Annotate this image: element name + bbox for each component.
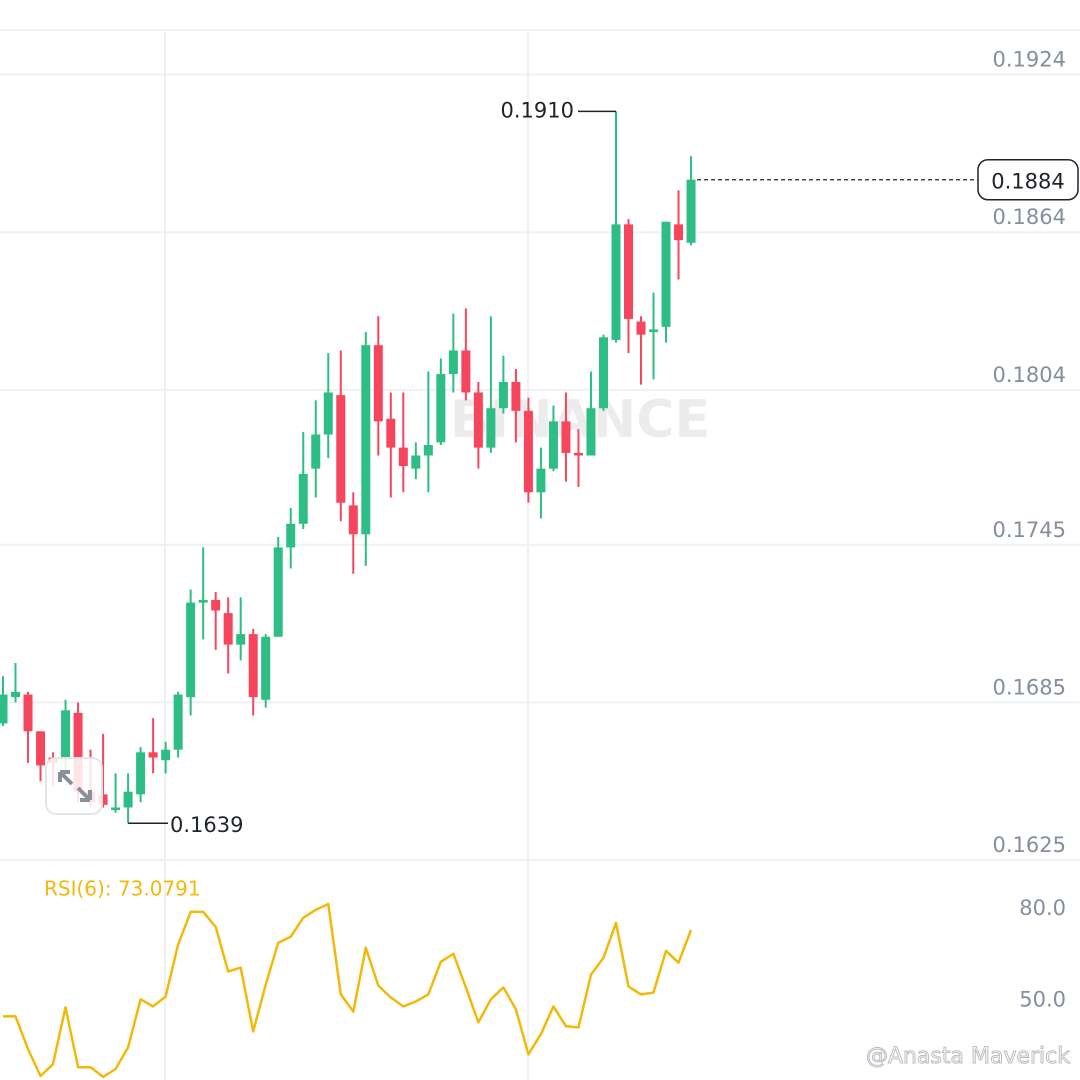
candle-body <box>261 636 271 700</box>
candle-body <box>548 421 558 469</box>
candle-body <box>661 221 671 327</box>
candle-body <box>361 345 371 535</box>
y-tick-label: 0.1804 <box>993 363 1066 387</box>
candle-body <box>486 408 496 448</box>
low-label: 0.1639 <box>170 813 243 837</box>
candle-body <box>373 345 383 422</box>
candle-body <box>236 634 246 645</box>
credit: @Anasta Maverick <box>866 1044 1070 1069</box>
candle-body <box>448 350 458 375</box>
candle-body <box>98 794 108 805</box>
candle-body <box>298 473 308 524</box>
candle-body <box>248 634 258 698</box>
candle-body <box>386 418 396 448</box>
candle-body <box>348 505 358 535</box>
y-tick-label: 80.0 <box>1019 896 1066 920</box>
expand-button[interactable] <box>45 757 103 815</box>
candle-body <box>536 468 546 493</box>
candle-body <box>561 421 571 453</box>
expand-icon[interactable] <box>58 770 92 802</box>
candle-body <box>686 179 696 243</box>
candle-body <box>523 410 533 493</box>
candle-body <box>398 447 408 467</box>
y-tick-label: 0.1625 <box>993 833 1066 857</box>
candle-body <box>211 599 221 611</box>
candle-body <box>436 374 446 443</box>
candle-body <box>23 694 33 732</box>
rsi-line <box>3 902 693 1079</box>
candle-body <box>198 599 208 603</box>
candle-body <box>148 752 158 758</box>
candle-body <box>323 392 333 435</box>
candle-body <box>423 445 433 456</box>
candle-body <box>173 694 183 750</box>
candle-body <box>36 731 46 766</box>
last-price-box <box>977 158 1079 201</box>
candle-body <box>223 613 233 645</box>
high-label: 0.1910 <box>501 98 574 122</box>
candle-body <box>649 329 659 333</box>
candle-body <box>336 395 346 503</box>
plot: 0.1625 0.1685 0.1745 0.1804 0.1864 0.1924 0.19… <box>0 48 1080 1079</box>
candle-body <box>11 691 21 698</box>
expand-box[interactable] <box>45 757 103 815</box>
candle-body <box>573 452 583 456</box>
indicator-title: RSI(6): 73.0791 <box>44 877 201 901</box>
candle-body <box>598 337 608 409</box>
candle-body <box>586 408 596 456</box>
candle-body <box>0 694 8 724</box>
candle-body <box>461 350 471 393</box>
y-tick-label: 50.0 <box>1019 988 1066 1012</box>
candle-body <box>511 381 521 411</box>
candle-body <box>161 749 171 761</box>
candle-body <box>311 434 321 469</box>
candle-body <box>624 224 633 319</box>
last-price-label: 0.1884 <box>991 170 1064 194</box>
candle-body <box>411 455 421 469</box>
candle-body <box>636 321 646 335</box>
candle-body <box>73 712 83 792</box>
candle-body <box>61 710 71 758</box>
candle-body <box>111 807 121 811</box>
candle-body <box>611 224 621 340</box>
candle-body <box>473 392 483 448</box>
candle-body <box>498 381 508 409</box>
candle-body <box>286 523 296 548</box>
y-tick-label: 0.1924 <box>993 48 1066 72</box>
y-tick-label: 0.1864 <box>993 205 1066 229</box>
candle-body <box>136 752 146 795</box>
y-tick-label: 0.1685 <box>993 675 1066 699</box>
candle-body <box>674 224 684 241</box>
candle-body <box>123 791 133 808</box>
candle-body <box>273 547 283 637</box>
y-tick-label: 0.1745 <box>993 518 1066 542</box>
candle-body <box>186 602 196 698</box>
